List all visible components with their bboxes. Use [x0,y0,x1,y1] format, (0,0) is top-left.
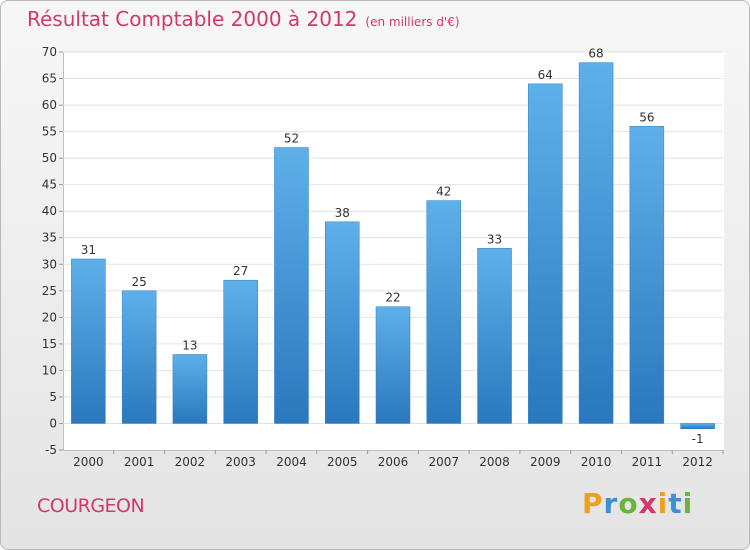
data-label: 27 [233,264,248,278]
y-tick-label: 30 [42,257,57,271]
bar [629,126,665,424]
bar [274,147,309,424]
bar [71,258,106,424]
data-label: -1 [692,432,704,446]
logo-letter: i [682,487,694,520]
data-label: 38 [335,206,350,220]
y-tick-label: 35 [42,231,57,245]
y-tick-label: 70 [42,45,57,59]
y-tick-label: 60 [42,98,57,112]
data-label: 33 [487,232,502,246]
x-tick-label: 2009 [530,455,561,469]
bar [223,279,258,424]
y-tick-label: 5 [49,390,57,404]
bar [426,200,462,424]
data-label: 56 [639,110,654,124]
logo-letter: x [638,487,658,520]
logo-letter: t [668,487,683,520]
chart-title: Résultat Comptable 2000 à 2012 (en millie… [27,7,460,31]
x-tick-label: 2010 [581,455,612,469]
x-tick-label: 2003 [225,455,256,469]
proxiti-logo: Proxiti [582,487,693,520]
logo-letter: r [603,487,619,520]
data-label: 25 [132,275,147,289]
bar [172,354,208,424]
data-label: 42 [436,185,451,199]
bar [121,290,157,424]
y-tick-label: 25 [42,284,57,298]
bar [528,83,563,424]
data-label: 13 [182,338,197,352]
data-label: 68 [588,47,603,61]
data-label: 64 [538,68,553,82]
x-tick-label: 2011 [632,455,663,469]
y-tick-label: 10 [42,363,57,377]
bar [324,221,360,424]
x-tick-label: 2002 [175,455,206,469]
data-label: 52 [284,132,299,146]
y-tick-label: 50 [42,151,57,165]
y-tick-label: -5 [45,443,57,457]
x-tick-label: 2005 [327,455,358,469]
bar [477,248,512,424]
commune-name: COURGEON [37,495,145,517]
x-tick-label: 2001 [124,455,155,469]
data-label: 22 [385,291,400,305]
y-tick-label: 55 [42,125,57,139]
x-tick-label: 2008 [479,455,510,469]
x-tick-label: 2006 [378,455,409,469]
logo-letter: o [618,487,639,520]
y-tick-label: 65 [42,72,57,86]
y-tick-label: 45 [42,178,57,192]
bar [375,306,411,424]
y-tick-label: 15 [42,337,57,351]
chart-title-text: Résultat Comptable 2000 à 2012 [27,7,358,31]
x-tick-label: 2000 [73,455,104,469]
y-tick-label: 40 [42,204,57,218]
data-label: 31 [81,243,96,257]
y-tick-label: 0 [49,416,57,430]
chart-subtitle: (en milliers d'€) [365,15,460,29]
x-tick-label: 2004 [276,455,307,469]
logo-letter: P [582,487,604,520]
y-tick-label: 20 [42,310,57,324]
x-tick-label: 2012 [682,455,713,469]
logo-letter: i [657,487,669,520]
bar [680,423,715,430]
x-tick-label: 2007 [428,455,459,469]
bar [578,62,614,424]
